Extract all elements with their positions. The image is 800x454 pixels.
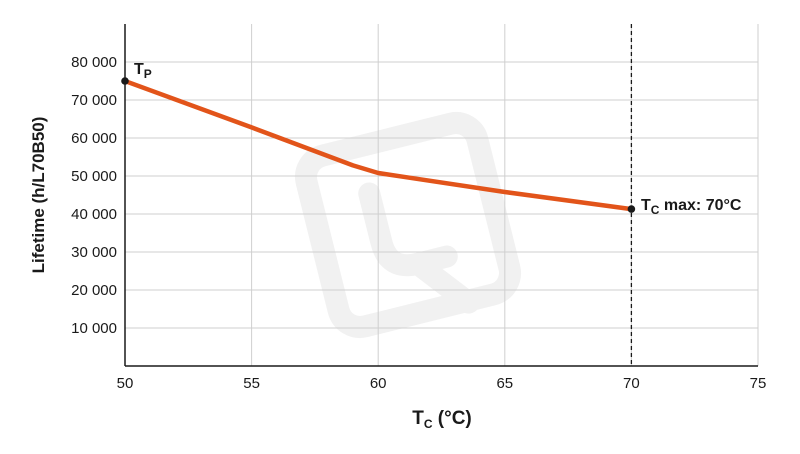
markers-layer	[121, 77, 636, 213]
tc-max-annotation: TC max: 70°C	[641, 197, 742, 217]
y-tick-label-10000: 10 000	[71, 320, 117, 337]
x-tick-label-65: 65	[496, 375, 513, 392]
x-axis-label-sub: C	[424, 417, 433, 431]
tp-annotation: TP	[134, 61, 152, 81]
y-tick-label-60000: 60 000	[71, 130, 117, 147]
x-tick-label-70: 70	[623, 375, 640, 392]
y-tick-label-80000: 80 000	[71, 54, 117, 71]
tc-max-annotation-main: T	[641, 197, 651, 214]
data-point-marker-0	[121, 77, 129, 85]
data-point-marker-1	[627, 205, 636, 213]
x-tick-label-50: 50	[117, 375, 134, 392]
x-axis-label-main: T	[412, 408, 424, 429]
tc-max-annotation-rest: max: 70°C	[659, 197, 741, 214]
y-axis-label: Lifetime (h/L70B50)	[29, 117, 48, 274]
y-tick-labels: 10 000 20 000 30 000 40 000 50 000 60 000 70 0…	[71, 54, 117, 337]
tp-annotation-sub: P	[144, 67, 152, 81]
tc-max-annotation-sub: C	[651, 203, 660, 217]
y-tick-label-20000: 20 000	[71, 282, 117, 299]
x-axis-label-unit: (°C)	[433, 408, 472, 429]
y-tick-label-30000: 30 000	[71, 244, 117, 261]
x-tick-label-60: 60	[370, 375, 387, 392]
watermark-logo	[294, 111, 522, 339]
tp-annotation-main: T	[134, 61, 144, 78]
series-line-0	[122, 78, 634, 212]
y-tick-label-50000: 50 000	[71, 168, 117, 185]
y-tick-label-40000: 40 000	[71, 206, 117, 223]
x-tick-label-55: 55	[243, 375, 260, 392]
x-tick-labels: 50 55 60 65 70 75	[117, 375, 767, 392]
series-layer	[122, 78, 634, 212]
x-axis-label: TC (°C)	[412, 408, 472, 431]
x-tick-label-75: 75	[750, 375, 767, 392]
y-tick-label-70000: 70 000	[71, 92, 117, 109]
